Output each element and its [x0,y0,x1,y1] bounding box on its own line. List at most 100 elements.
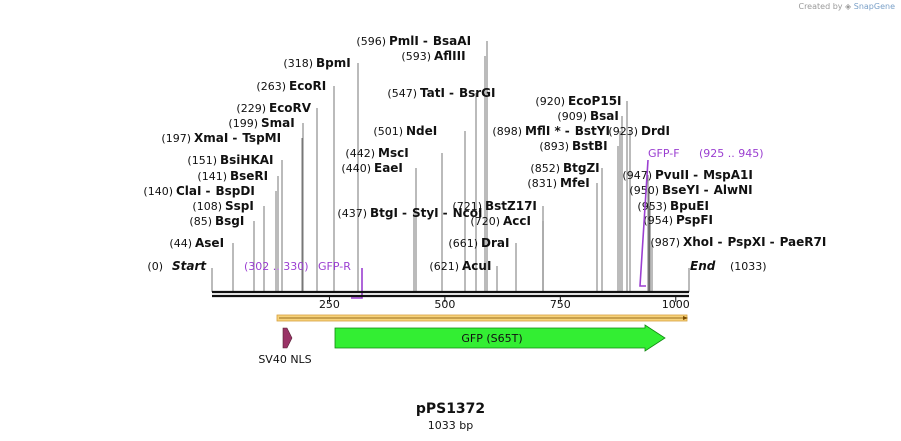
site-position: (950) [629,184,659,197]
credit-brand: SnapGene [853,2,895,11]
plasmid-size: 1033 bp [427,419,474,432]
site-position: (547) [387,87,417,100]
enzyme-name: DraI [481,236,509,250]
site-separator: - [718,235,723,249]
site-position: (229) [236,102,266,115]
enzyme-name: EcoRV [269,101,312,115]
enzyme-name: PspFI [676,213,713,227]
plasmid-name: pPS1372 [415,401,486,417]
site-position: (909) [557,110,587,123]
enzyme-name: BseRI [230,169,268,183]
site-separator: - [770,235,775,249]
site-position: (898) [492,125,522,138]
enzyme-name: TatI [420,86,445,100]
axis-tick-label: 1000 [662,298,690,311]
primer-binding-mark [351,268,363,299]
credit-prefix: Created by [798,2,843,11]
site-position: (108) [192,200,222,213]
primer-range: (302 .. 330) [244,260,309,273]
site-position: (661) [448,237,478,250]
site-position: (987) [650,236,680,249]
site-separator: - [232,131,237,145]
site-separator: - [402,206,407,220]
enzyme-name: PspXI [728,235,766,249]
primer-range: (925 .. 945) [699,147,764,160]
site-position: (954) [643,214,673,227]
site-position: (501) [373,125,403,138]
enzyme-name: EcoRI [289,79,326,93]
enzyme-name: SspI [225,199,254,213]
axis-tick-label: 750 [550,298,571,311]
enzyme-name: BsaAI [433,34,471,48]
axis-tick-label: 250 [319,298,340,311]
end-position: (1033) [730,260,767,273]
enzyme-name: XhoI [683,235,714,249]
enzyme-name: BsgI [215,214,244,228]
feature-band-arrowhead [683,316,688,320]
gfp-feature-label: GFP (S65T) [461,332,522,345]
enzyme-name: AseI [195,236,224,250]
snapgene-logo-icon: ◈ [845,2,852,11]
site-position: (596) [356,35,386,48]
enzyme-name: XmaI [194,131,228,145]
enzyme-name: PaeR7I [780,235,827,249]
site-position: (85) [189,215,212,228]
site-position: (440) [341,162,371,175]
site-position: (263) [256,80,286,93]
gfp-feature-arrow [334,324,666,352]
site-separator: - [704,183,709,197]
start-position: (0) [147,260,163,273]
enzyme-name: BpuEI [670,199,709,213]
enzyme-name: PvuII [655,168,689,182]
enzyme-name: MfeI [560,176,590,190]
enzyme-name: BstBI [572,139,608,153]
site-position: (151) [187,154,217,167]
primer-name: GFP-R [318,260,351,273]
enzyme-name: StyI [412,206,439,220]
enzyme-name: BspDI [215,184,254,198]
end-label: End [690,259,716,273]
enzyme-name: TspMI [242,131,281,145]
site-separator: - [565,124,570,138]
site-position: (953) [637,200,667,213]
nls-feature-label: SV40 NLS [258,353,311,366]
site-position: (852) [530,162,560,175]
site-position: (923) [608,125,638,138]
start-label: Start [172,259,207,273]
site-separator: - [423,34,428,48]
site-position: (721) [452,200,482,213]
enzyme-name: AlwNI [714,183,753,197]
site-position: (197) [161,132,191,145]
enzyme-name: BpmI [316,56,351,70]
site-position: (920) [535,95,565,108]
site-separator: - [449,86,454,100]
site-position: (141) [197,170,227,183]
enzyme-name: DrdI [641,124,670,138]
credit: Created by ◈ SnapGene [798,2,895,11]
enzyme-name: NdeI [406,124,437,138]
enzyme-name: MscI [378,146,409,160]
enzyme-name: BstYI [575,124,610,138]
site-position: (893) [539,140,569,153]
axis-tick-label: 500 [434,298,455,311]
enzyme-name: BsaI [590,109,619,123]
enzyme-name: BsiHKAI [220,153,274,167]
enzyme-name: BstZ17I [485,199,537,213]
site-position: (720) [470,215,500,228]
site-position: (593) [401,50,431,63]
site-separator: - [205,184,210,198]
enzyme-name: PmlI [389,34,419,48]
site-position: (44) [169,237,192,250]
primer-binding-mark [639,159,649,287]
enzyme-name: BtgZI [563,161,600,175]
enzyme-name: AcuI [462,259,491,273]
enzyme-name: AccI [503,214,531,228]
enzyme-name: NcoI [453,206,483,220]
site-position: (199) [228,117,258,130]
enzyme-name: BseYI [662,183,700,197]
enzyme-name: EcoP15I [568,94,622,108]
site-position: (831) [527,177,557,190]
enzyme-name: MflI * [525,124,561,138]
site-position: (140) [143,185,173,198]
